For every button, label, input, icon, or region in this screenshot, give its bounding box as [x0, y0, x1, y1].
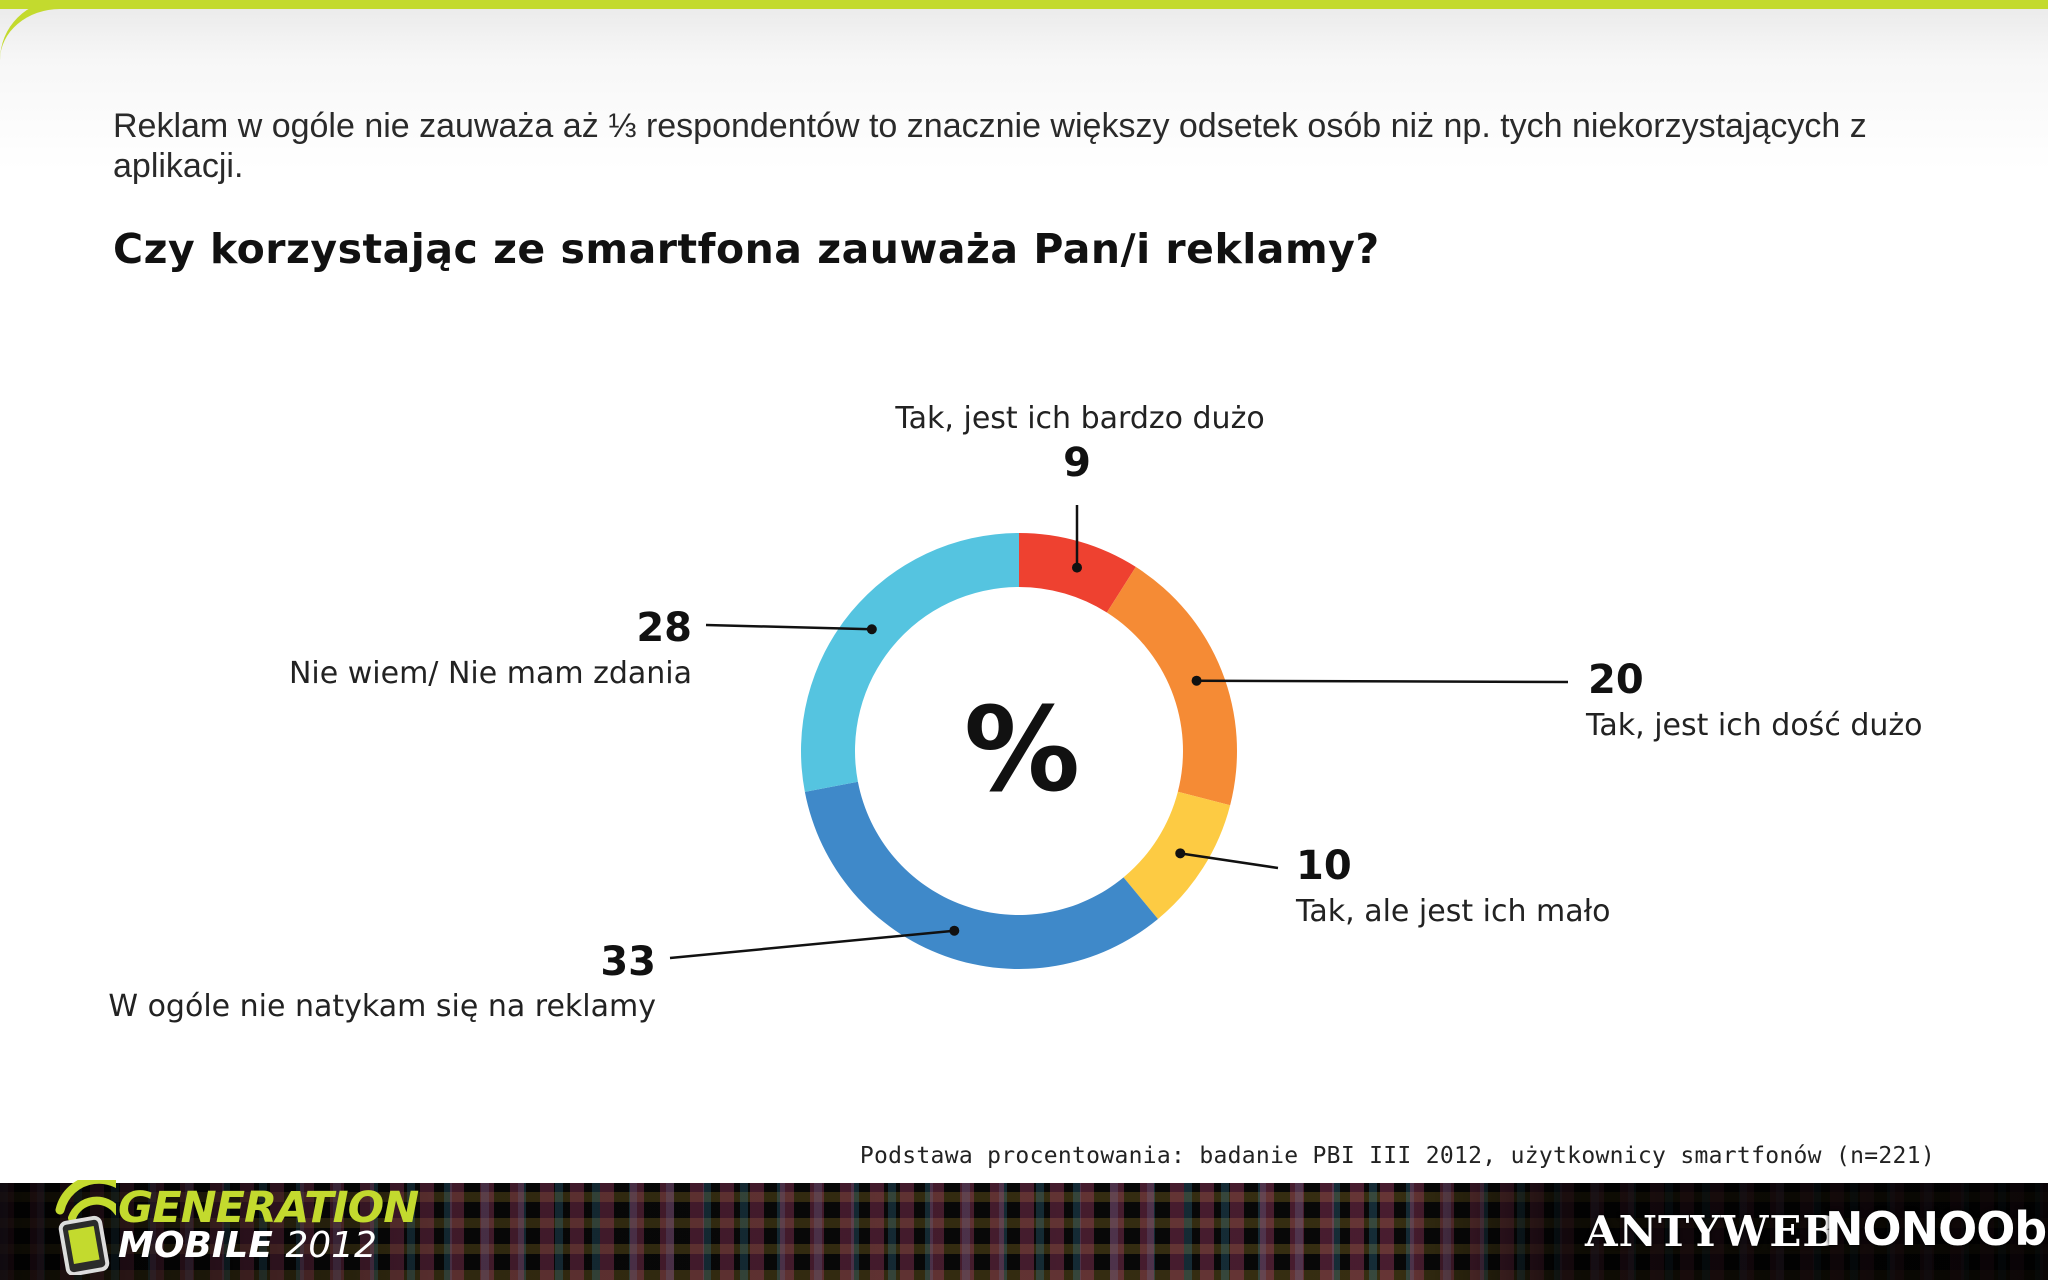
slice-nie-wiem [801, 533, 1019, 792]
logo-word-generation: GENERATION [118, 1183, 419, 1233]
callout-line [1196, 679, 1569, 684]
nonoobs-logo: NONOObS [1825, 1202, 2048, 1256]
center-percent-label: % [964, 683, 1080, 818]
callout-line [1180, 852, 1279, 870]
data-value-label: 28 [636, 605, 692, 651]
callout-dot [1191, 675, 1202, 686]
data-value-label: 20 [1588, 657, 1644, 703]
antyweb-logo: ANTYWEB [1585, 1207, 1839, 1256]
logo-word-mobile: MOBILE 2012 [118, 1225, 377, 1266]
slice-category-label: Tak, ale jest ich mało [1295, 894, 1611, 929]
generation-mobile-logo: GENERATION MOBILE 2012 [30, 1125, 430, 1275]
callout-dot [866, 624, 877, 635]
slice-nie-natykam [804, 781, 1158, 969]
logo-year: 2012 [285, 1225, 377, 1266]
slice-category-label: Nie wiem/ Nie mam zdania [289, 656, 692, 691]
callout-dot [949, 925, 960, 936]
base-note: Podstawa procentowania: badanie PBI III … [859, 1143, 1935, 1169]
data-value-label: 33 [600, 939, 656, 985]
callout-dot [1072, 562, 1082, 573]
callout-line [669, 929, 955, 960]
slice-dosc-duzo [1106, 566, 1237, 806]
footer-banner [0, 1183, 2048, 1280]
chart-question-title: Czy korzystając ze smartfona zauważa Pan… [113, 225, 1380, 273]
callout-line [705, 623, 872, 631]
phone-signal-icon [55, 1180, 116, 1275]
intro-text: Reklam w ogóle nie zauważa aż ⅓ responde… [113, 107, 1867, 185]
data-value-label: 9 [1063, 440, 1091, 486]
callout-dot [1175, 848, 1186, 859]
top-accent-bar [0, 0, 2048, 9]
logo-word-mobile-text: MOBILE [118, 1225, 273, 1266]
slice-category-label: Tak, jest ich bardzo dużo [894, 401, 1264, 436]
slice-bardzo-duzo [1019, 533, 1136, 613]
slice-category-label: W ogóle nie natykam się na reklamy [108, 989, 656, 1024]
data-value-label: 10 [1296, 843, 1352, 889]
slice-category-label: Tak, jest ich dość dużo [1585, 708, 1923, 743]
